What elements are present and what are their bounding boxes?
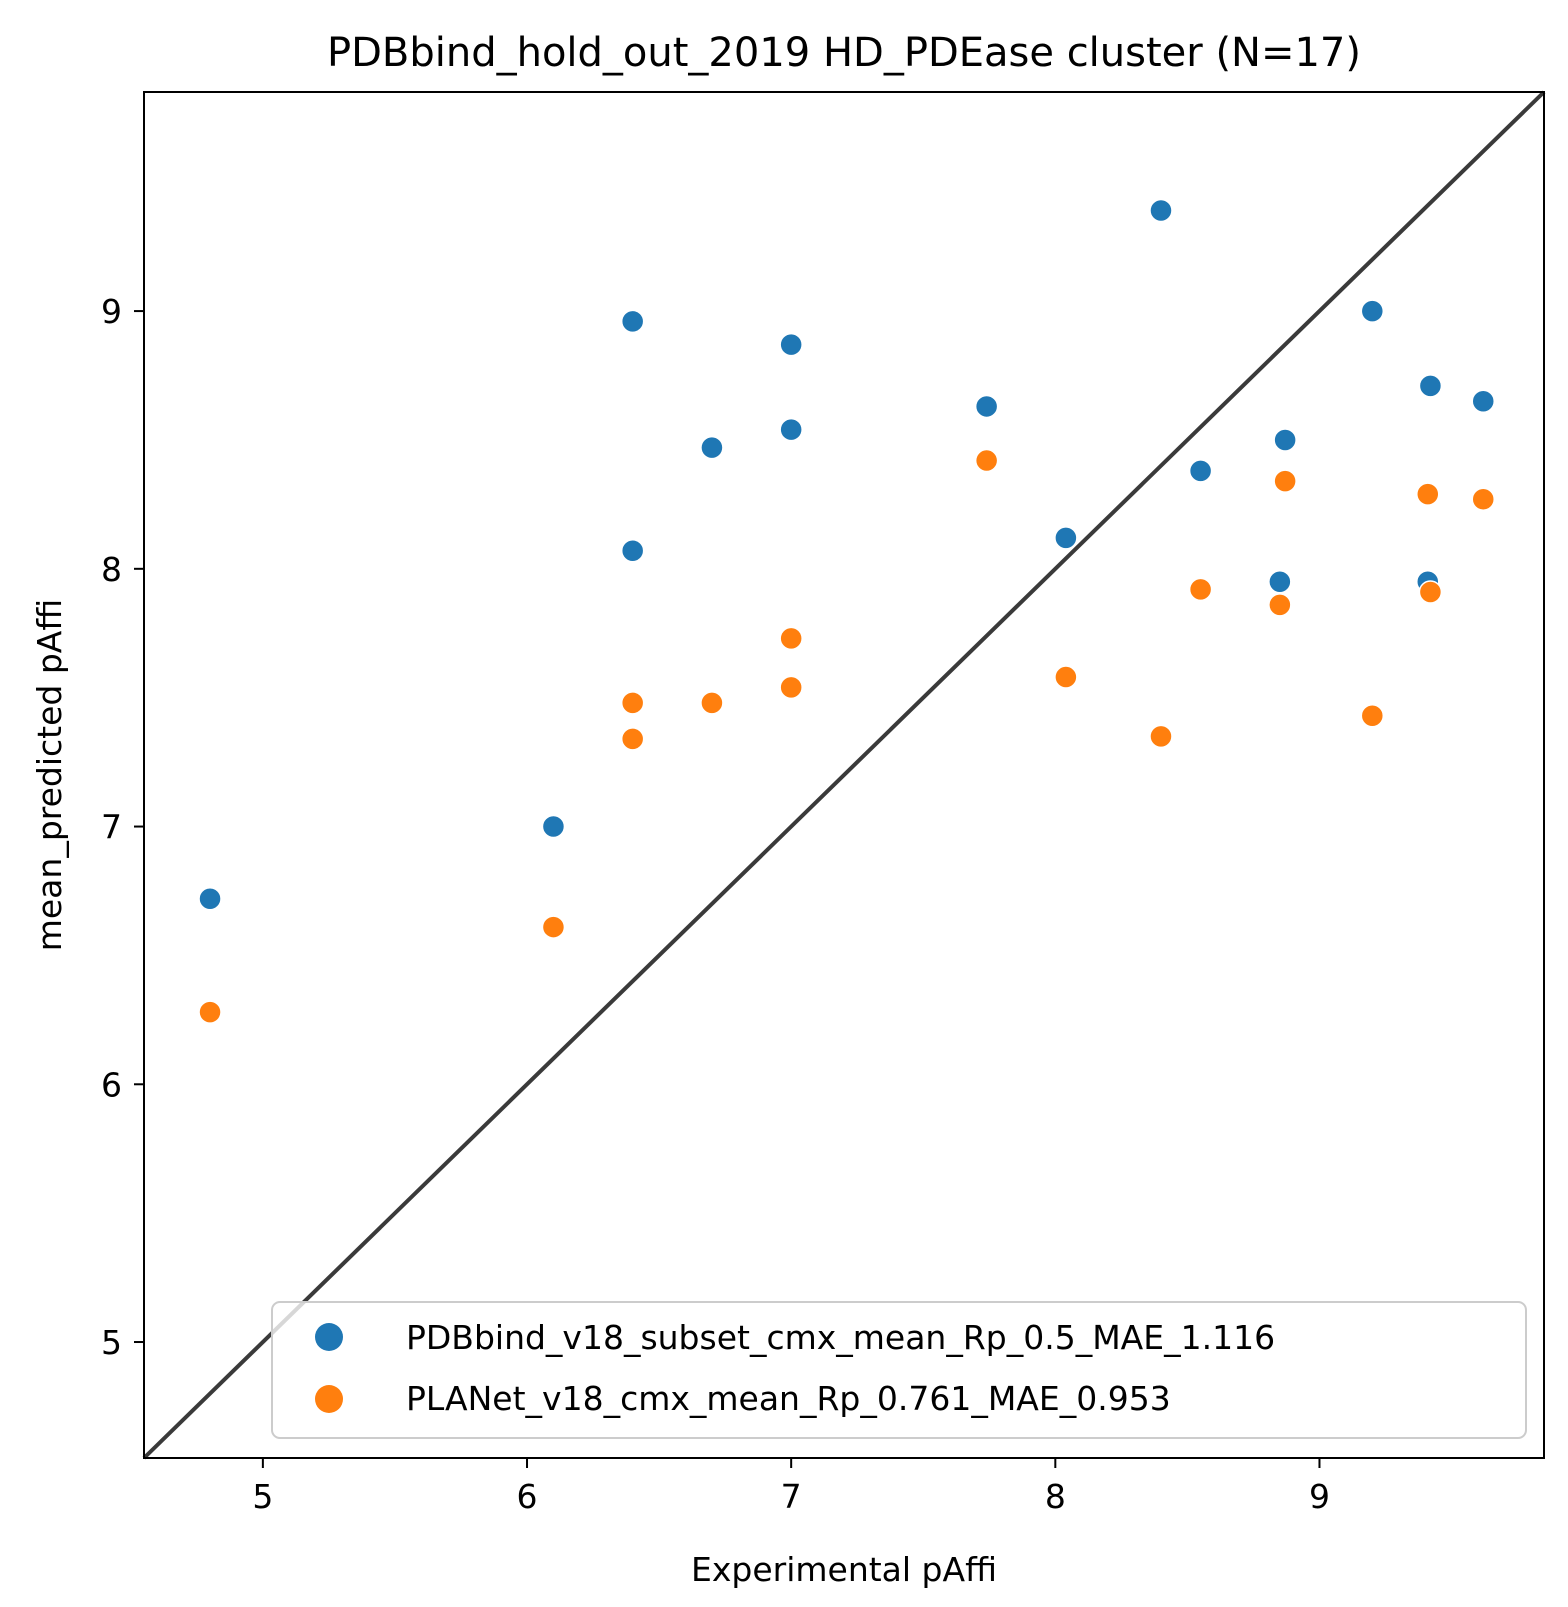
- plot-frame: [143, 91, 1545, 1459]
- point-planet: [1360, 703, 1385, 728]
- point-planet: [198, 1000, 222, 1024]
- point-pdbbind: [620, 309, 645, 334]
- y-tick-label: 5: [101, 1323, 122, 1362]
- points-layer: [198, 198, 1495, 1024]
- x-tick-label: 7: [781, 1477, 802, 1516]
- point-pdbbind: [1188, 459, 1213, 483]
- legend-marker: [315, 1323, 343, 1351]
- point-planet: [974, 448, 999, 473]
- point-planet: [1273, 469, 1297, 493]
- y-axis: 5 6 7 8 9: [101, 292, 144, 1362]
- x-axis-label: Experimental pAffi: [691, 1550, 997, 1589]
- point-pdbbind: [1273, 428, 1297, 452]
- point-pdbbind: [974, 394, 999, 419]
- identity-line-layer: [142, 90, 1546, 1460]
- point-pdbbind: [1418, 374, 1443, 398]
- point-planet: [779, 675, 803, 700]
- point-pdbbind: [541, 814, 566, 839]
- y-tick-label: 9: [101, 292, 122, 331]
- y-tick-label: 6: [101, 1065, 122, 1104]
- x-tick-label: 9: [1309, 1477, 1330, 1516]
- identity-line: [142, 90, 1546, 1460]
- x-axis: 5 6 7 8 9: [252, 1458, 1330, 1516]
- x-tick-label: 6: [517, 1477, 538, 1516]
- point-planet: [1268, 593, 1292, 617]
- point-planet: [779, 626, 803, 651]
- point-planet: [1471, 487, 1495, 511]
- point-pdbbind: [779, 417, 803, 442]
- legend-entry-label: PDBbind_v18_subset_cmx_mean_Rp_0.5_MAE_1…: [406, 1318, 1275, 1357]
- point-planet: [541, 915, 566, 939]
- legend-box: [271, 1301, 1527, 1439]
- point-pdbbind: [198, 886, 222, 911]
- point-pdbbind: [1268, 569, 1292, 594]
- point-planet: [620, 727, 645, 751]
- point-planet: [1416, 482, 1440, 506]
- chart-title: PDBbind_hold_out_2019 HD_PDEase cluster …: [327, 30, 1361, 76]
- point-pdbbind: [620, 539, 645, 563]
- legend-entry-label: PLANet_v18_cmx_mean_Rp_0.761_MAE_0.953: [406, 1379, 1171, 1418]
- x-tick-label: 8: [1045, 1477, 1066, 1516]
- y-tick-label: 8: [101, 550, 122, 589]
- point-planet: [1188, 577, 1213, 602]
- point-pdbbind: [1149, 198, 1173, 223]
- point-planet: [700, 691, 724, 715]
- point-pdbbind: [700, 435, 724, 460]
- point-pdbbind: [1054, 526, 1078, 550]
- point-pdbbind: [779, 332, 803, 357]
- point-planet: [1054, 665, 1078, 689]
- point-planet: [1149, 724, 1173, 749]
- y-tick-label: 7: [101, 808, 122, 847]
- y-axis-label: mean_predicted pAffi: [30, 599, 69, 952]
- point-planet: [620, 691, 645, 715]
- point-planet: [1418, 580, 1443, 604]
- legend-marker: [315, 1385, 343, 1413]
- point-pdbbind: [1360, 299, 1385, 323]
- x-tick-label: 5: [252, 1477, 273, 1516]
- legend: PDBbind_v18_subset_cmx_mean_Rp_0.5_MAE_1…: [271, 1301, 1527, 1439]
- point-pdbbind: [1471, 389, 1495, 414]
